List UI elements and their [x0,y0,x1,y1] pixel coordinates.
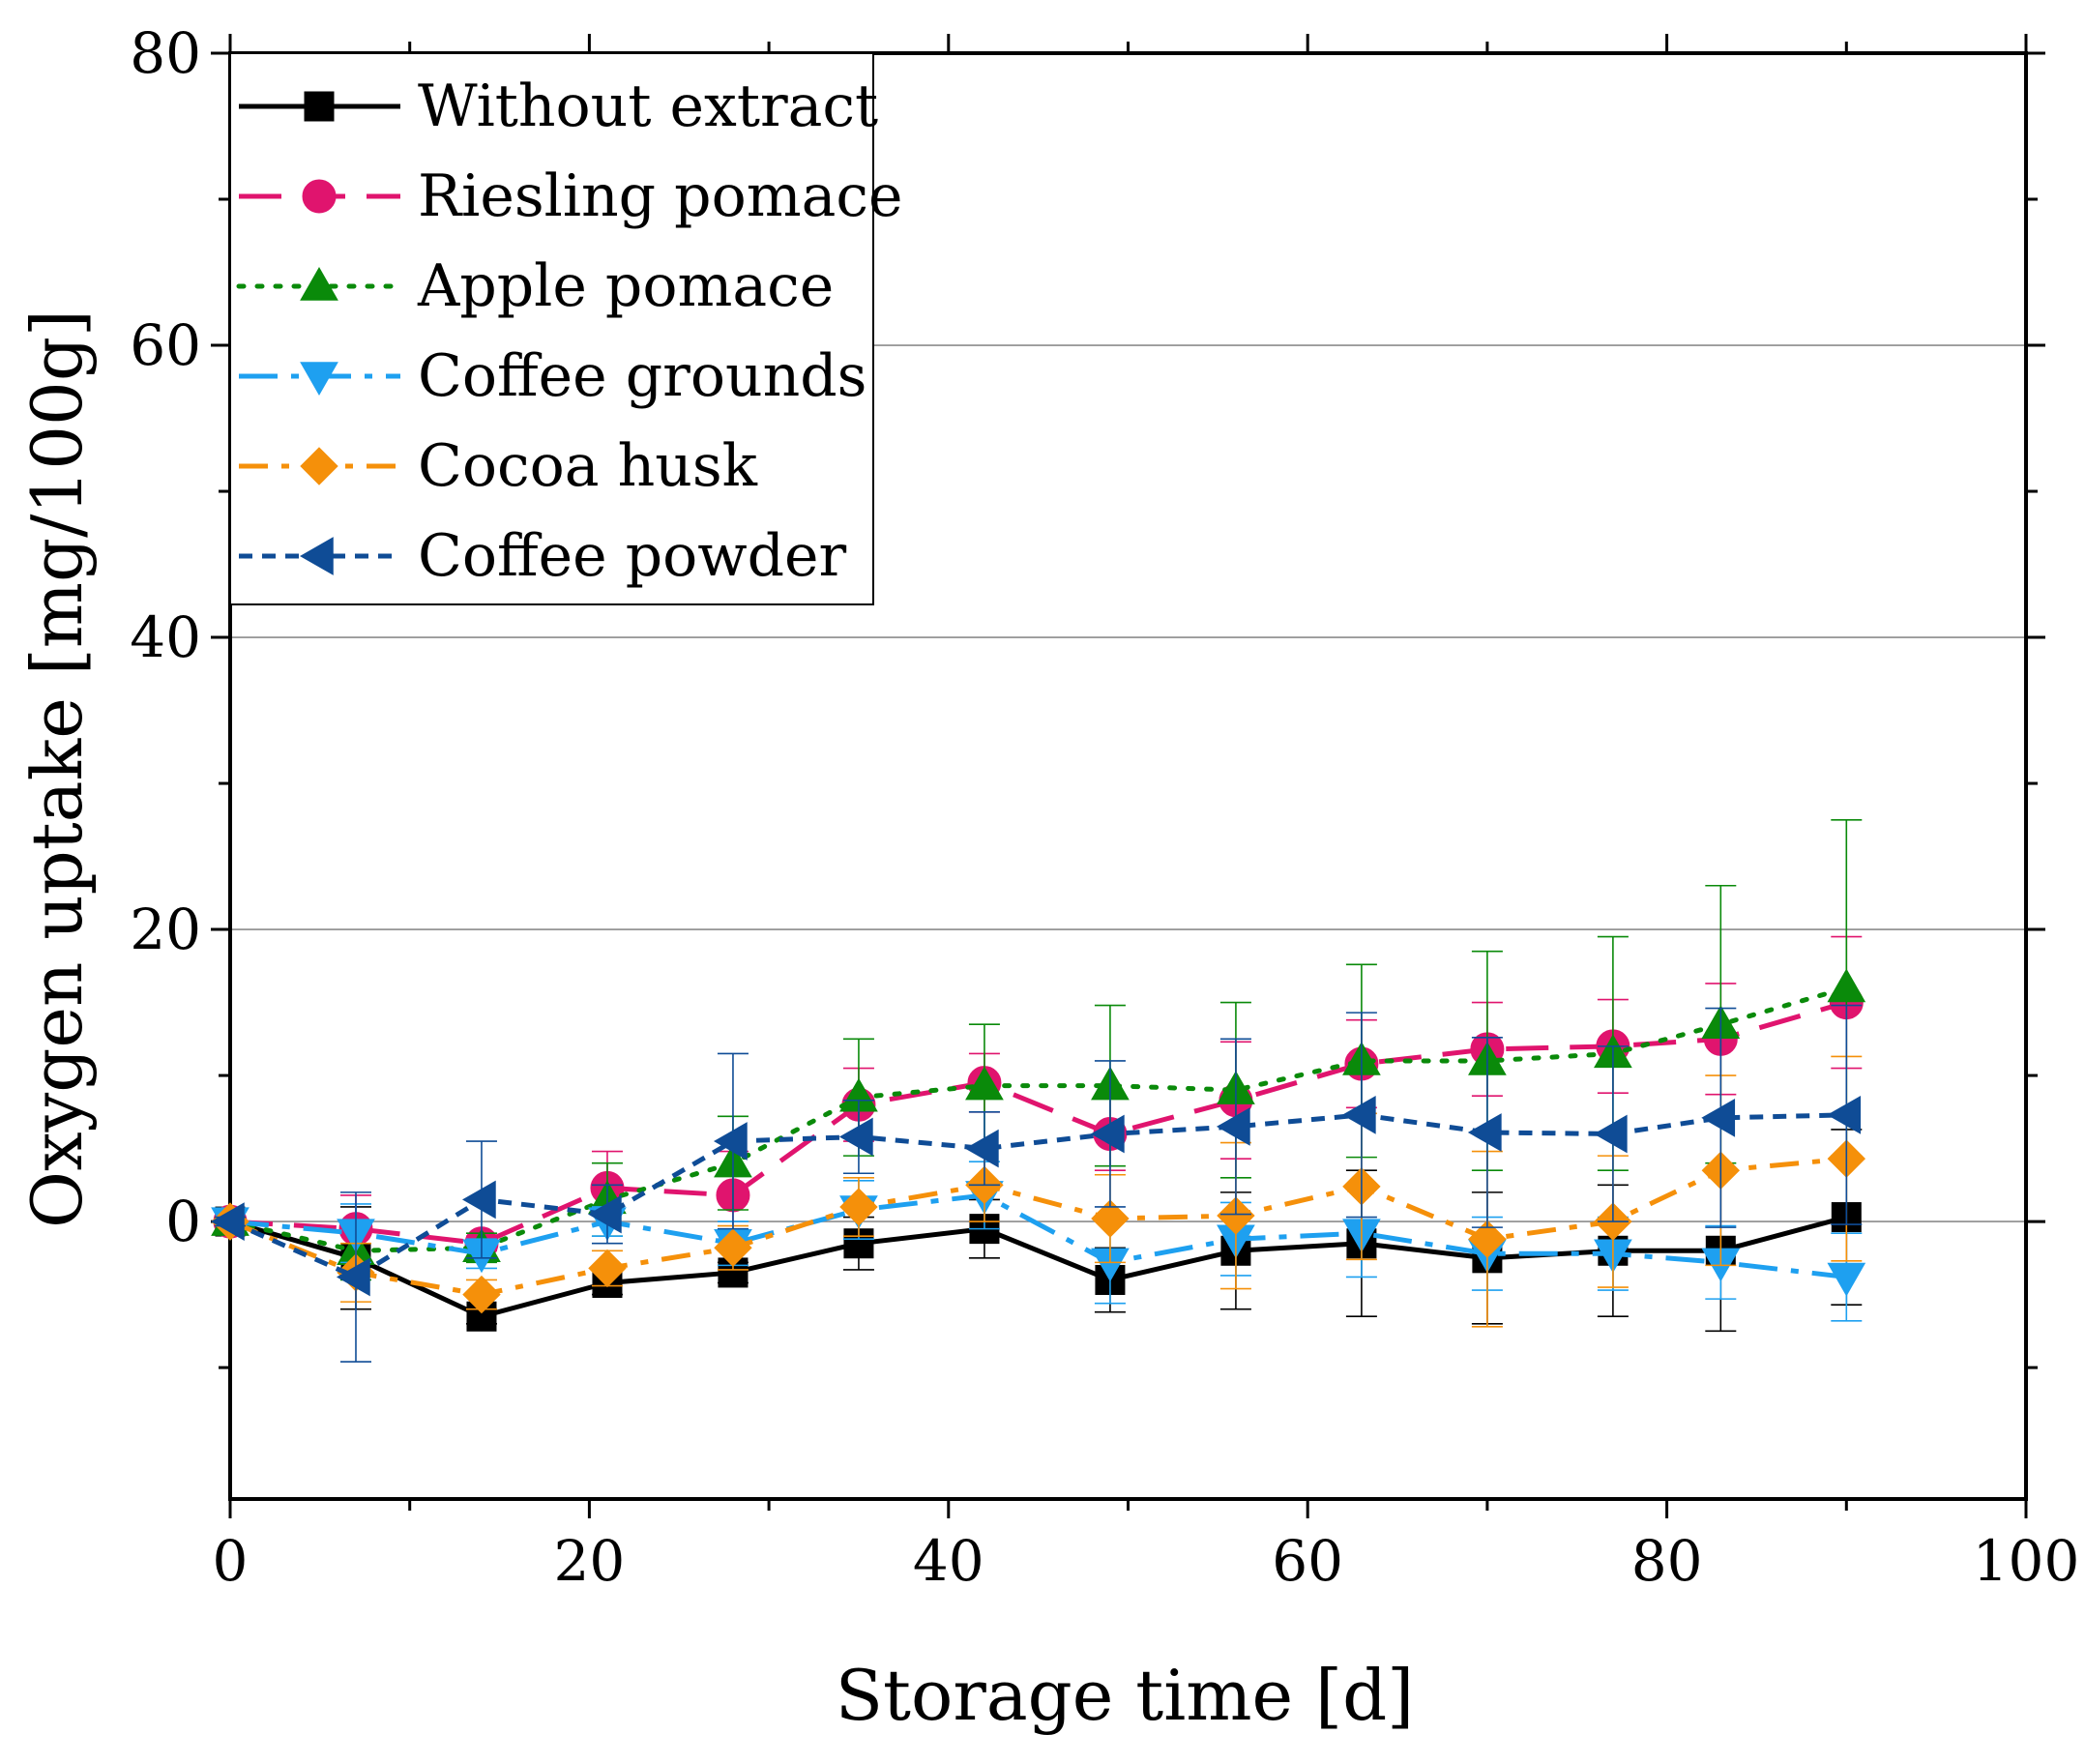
data-point [1341,1095,1376,1134]
legend-label-4: Cocoa husk [418,432,758,500]
y-tick-label-60: 60 [130,312,201,378]
series-line-3 [229,1192,1847,1279]
data-point [1701,1099,1736,1137]
x-tick-label-40: 40 [913,1528,984,1594]
legend-label-5: Coffee powder [418,522,847,590]
data-point [1468,1220,1507,1258]
y-tick-label-0: 0 [165,1189,201,1254]
legend-marker-1 [302,179,337,214]
data-point [713,1122,748,1161]
data-point [1091,1199,1130,1238]
x-tick-label-60: 60 [1272,1528,1343,1594]
legend-marker-5 [299,537,334,575]
legend-box [229,52,874,605]
legend-marker-4 [300,447,338,485]
legend-marker-2 [300,266,338,301]
data-point [1217,1196,1255,1235]
series-line-5 [228,1112,1847,1279]
y-tick-label-40: 40 [130,604,201,670]
data-point [336,1257,370,1297]
series-markers-5 [210,1095,1862,1297]
data-point [1216,1107,1250,1146]
x-axis-title: Storage time [d] [836,1655,1415,1736]
data-point [461,1180,496,1220]
data-point [588,1249,627,1288]
plot-frame [228,51,2028,1501]
axis-layer: 0 20 40 60 80 100 0 20 40 60 80 [130,20,2079,1594]
data-point [965,1066,1004,1101]
y-tick-label-20: 20 [130,897,201,962]
data-point [1593,1114,1628,1154]
data-point [839,1188,878,1226]
data-point [1827,1262,1866,1297]
series-line-2 [227,985,1849,1253]
data-point [714,1228,752,1267]
data-point [210,1202,245,1241]
data-point [1467,1113,1502,1152]
x-tick-label-80: 80 [1631,1528,1703,1594]
data-point [587,1194,622,1234]
series-line-4 [229,1156,1847,1298]
x-tick-label-20: 20 [553,1528,625,1594]
data-point [1090,1114,1125,1154]
series-line-1 [229,1000,1847,1247]
data-point [1827,968,1866,1003]
y-tick-label-80: 80 [130,20,201,86]
series-5 [210,1004,1863,1363]
series-line-0 [229,1215,1847,1319]
series-layer [210,819,1866,1363]
data-point [462,1275,501,1314]
x-tick-label-100: 100 [1973,1528,2080,1594]
legend-label-3: Coffee grounds [418,342,866,410]
data-point [838,1117,873,1157]
legend-label-0: Without extract [418,73,878,140]
legend-marker-3 [300,362,338,397]
data-point [964,1129,999,1168]
legend: Without extract Riesling pomace Apple poma… [229,52,902,605]
legend-label-1: Riesling pomace [418,162,902,230]
data-point [1827,1095,1862,1134]
x-tick-label-0: 0 [213,1528,249,1594]
y-axis-title: Oxygen uptake [mg/100g] [16,309,98,1228]
legend-marker-0 [304,91,335,122]
legend-label-2: Apple pomace [417,252,834,320]
